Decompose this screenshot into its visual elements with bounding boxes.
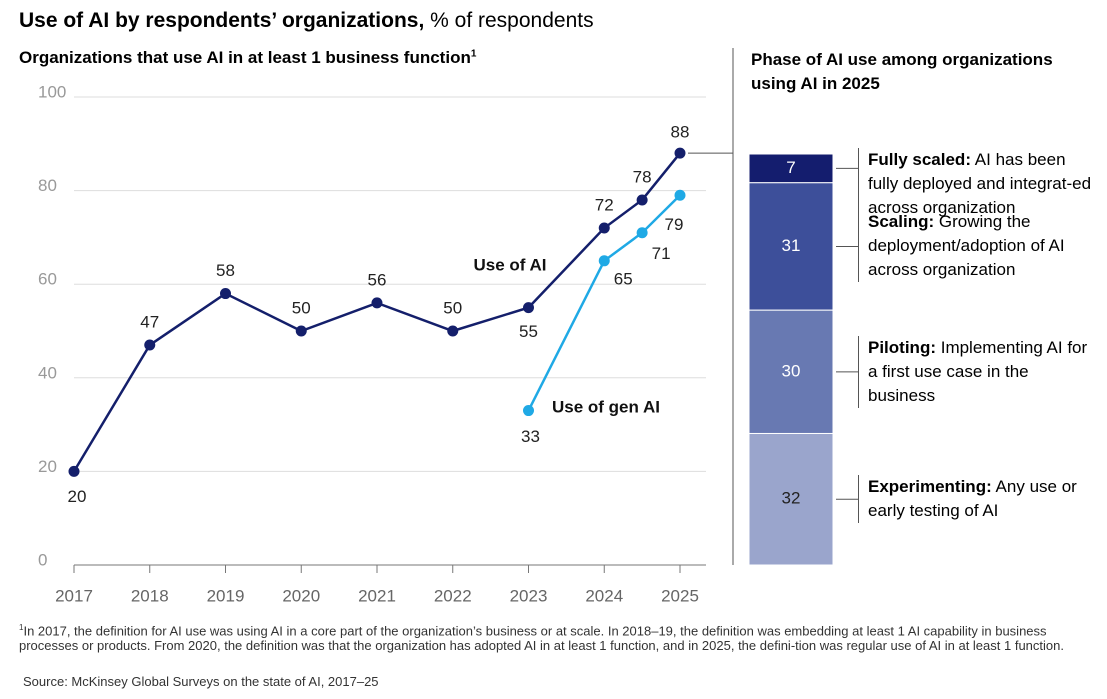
footnote-marker: 1 <box>470 48 477 60</box>
data-label: 58 <box>216 261 235 280</box>
y-tick-label: 80 <box>38 176 57 195</box>
line-chart-title: Organizations that use AI in at least 1 … <box>19 48 476 68</box>
footnote-marker: 1 <box>19 623 24 632</box>
source: Source: McKinsey Global Surveys on the s… <box>23 674 379 689</box>
data-point <box>447 325 459 337</box>
series-label: Use of gen AI <box>552 397 660 416</box>
data-label: 50 <box>443 298 462 317</box>
data-label: 65 <box>614 269 633 288</box>
x-tick-label: 2019 <box>207 586 245 605</box>
segment-value: 7 <box>786 158 795 177</box>
segment-description: Implementing AI for a first use case in … <box>868 337 1088 405</box>
y-tick-label: 20 <box>38 457 57 476</box>
bar-segment <box>748 182 834 311</box>
segment-label: Scaling: Growing the deployment/adoption… <box>858 210 1098 283</box>
data-label: 50 <box>292 298 311 317</box>
subtitle-text: Organizations that use AI in at least 1 … <box>19 48 471 67</box>
data-point <box>636 194 648 206</box>
data-label: 47 <box>140 313 159 332</box>
x-tick-label: 2017 <box>55 586 93 605</box>
y-tick-label: 0 <box>38 550 47 569</box>
data-point <box>598 255 610 267</box>
series-line <box>527 194 681 412</box>
series-label: Use of AI <box>473 255 546 274</box>
data-point <box>523 405 534 417</box>
data-label: 71 <box>652 244 671 263</box>
x-tick-label: 2024 <box>585 586 623 605</box>
data-point <box>295 325 307 337</box>
segment-label: Experimenting: Any use or early testing … <box>858 475 1098 524</box>
bar-segment <box>748 432 834 566</box>
bar-chart-title: Phase of AI use among organizations usin… <box>751 50 1053 93</box>
data-point <box>598 222 610 234</box>
x-tick-label: 2021 <box>358 586 396 605</box>
data-label: 78 <box>633 167 652 186</box>
y-tick-label: 100 <box>38 82 66 101</box>
data-point <box>144 339 156 351</box>
data-label: 33 <box>521 427 540 446</box>
segment-name: Experimenting: <box>868 477 992 497</box>
x-tick-label: 2025 <box>661 586 699 605</box>
y-tick-label: 40 <box>38 363 57 382</box>
series-line <box>72 152 681 473</box>
segment-name: Scaling: <box>868 212 935 232</box>
segment-description: Any use or early testing of AI <box>868 477 1077 521</box>
title: Use of AI by respondents’ organizations,… <box>19 9 594 33</box>
title-text: Use of AI by respondents’ organizations, <box>19 9 425 32</box>
data-label: 72 <box>595 196 614 215</box>
data-label: 20 <box>68 487 87 506</box>
data-label: 88 <box>671 123 690 142</box>
data-point <box>674 147 686 159</box>
data-point <box>636 227 648 239</box>
segment-name: Fully scaled: <box>868 150 971 169</box>
segment-label: Fully scaled: AI has been fully deployed… <box>858 148 1098 220</box>
segment-name: Piloting: <box>868 337 936 357</box>
segment-label: Piloting: Implementing AI for a first us… <box>858 335 1098 408</box>
footnote-text: In 2017, the definition for AI use was u… <box>19 623 1064 654</box>
y-tick-label: 60 <box>38 270 57 289</box>
data-point <box>674 189 686 201</box>
segment-value: 32 <box>782 489 801 508</box>
segment-description: Growing the deployment/adoption of AI ac… <box>868 212 1065 280</box>
segment-description: AI has been fully deployed and integrat-… <box>868 150 1092 217</box>
data-point <box>68 465 80 477</box>
x-tick-label: 2020 <box>282 586 320 605</box>
data-point <box>371 297 383 309</box>
footnote: 1In 2017, the definition for AI use was … <box>19 620 1079 653</box>
data-label: 56 <box>368 270 387 289</box>
x-tick-label: 2022 <box>434 586 472 605</box>
data-point <box>220 288 231 300</box>
x-tick-label: 2018 <box>131 586 169 605</box>
x-tick-label: 2023 <box>510 586 548 605</box>
data-label: 79 <box>665 215 684 234</box>
data-label: 55 <box>519 322 538 341</box>
segment-value: 30 <box>782 361 801 380</box>
unit: % of respondents <box>430 9 594 32</box>
data-point <box>523 302 534 314</box>
segment-value: 31 <box>782 236 801 255</box>
